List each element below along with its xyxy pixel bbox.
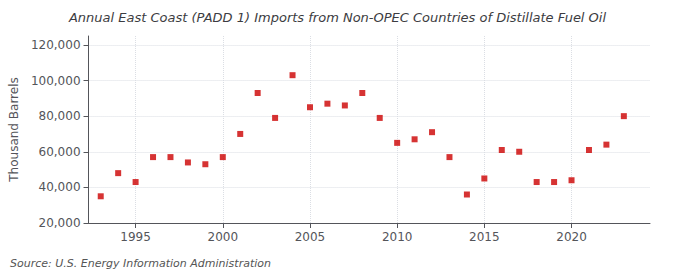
svg-text:120,000: 120,000 (31, 38, 81, 52)
svg-text:2020: 2020 (556, 230, 587, 244)
svg-text:Annual East Coast (PADD 1) Imp: Annual East Coast (PADD 1) Imports from … (68, 10, 607, 25)
svg-text:2010: 2010 (382, 230, 413, 244)
svg-text:40,000: 40,000 (39, 180, 81, 194)
svg-text:80,000: 80,000 (39, 109, 81, 123)
svg-text:1995: 1995 (120, 230, 151, 244)
svg-text:20,000: 20,000 (39, 216, 81, 230)
svg-text:2005: 2005 (295, 230, 326, 244)
svg-text:100,000: 100,000 (31, 74, 81, 88)
svg-text:Source: U.S. Energy Informatio: Source: U.S. Energy Information Administ… (10, 257, 271, 270)
svg-text:Thousand Barrels: Thousand Barrels (7, 77, 21, 182)
svg-text:2015: 2015 (469, 230, 500, 244)
svg-text:2000: 2000 (208, 230, 239, 244)
svg-text:60,000: 60,000 (39, 145, 81, 159)
